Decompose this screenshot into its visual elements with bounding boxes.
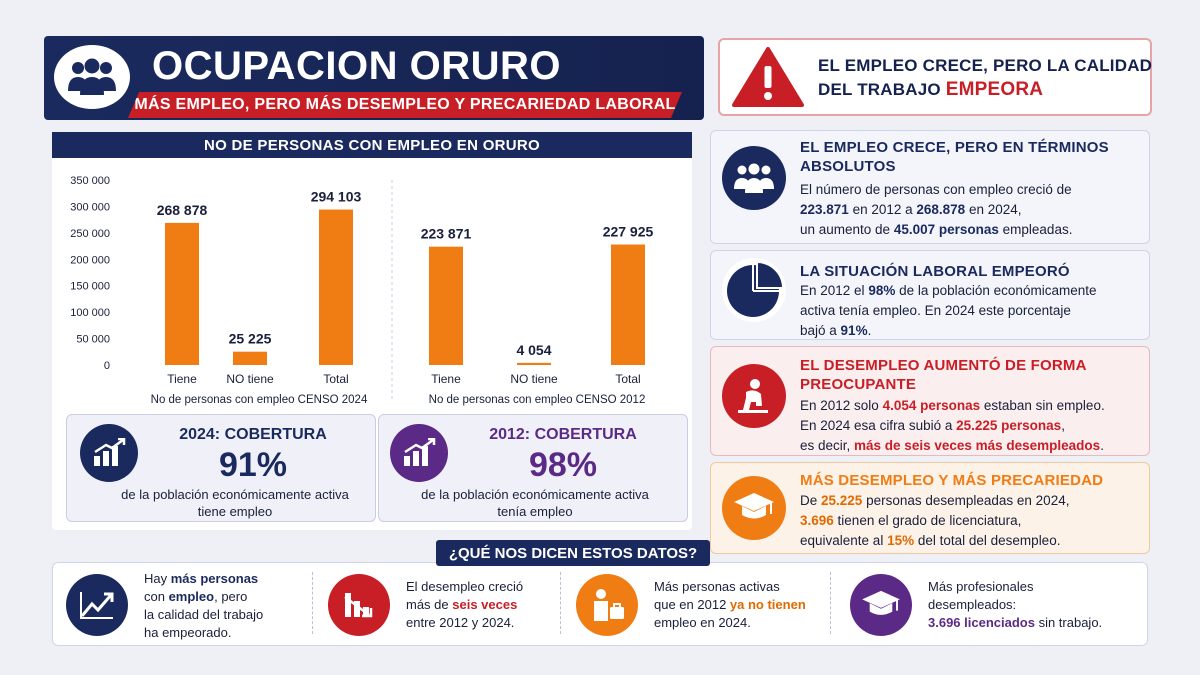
- x-axis-label: No de personas con empleo CENSO 2024: [151, 394, 368, 406]
- page-subtitle: MÁS EMPLEO, PERO MÁS DESEMPLEO Y PRECARI…: [128, 92, 682, 118]
- y-tick-label: 300 000: [70, 201, 110, 213]
- x-axis-label: No de personas con empleo CENSO 2012: [429, 394, 646, 406]
- info-precarity-body: De 25.225 personas desempleadas en 2024,…: [800, 493, 1070, 548]
- x-tick-label: NO tiene: [510, 372, 558, 386]
- x-tick-label: NO tiene: [226, 372, 274, 386]
- info-employment-title: EL EMPLEO CRECE, PERO EN TÉRMINOS ABSOLUT…: [800, 139, 1109, 175]
- coverage-2012-title: 2012: COBERTURA: [489, 426, 637, 443]
- summary-divider: [560, 572, 561, 634]
- data-label: 294 103: [311, 189, 362, 205]
- data-label: 25 225: [229, 331, 272, 347]
- data-label: 223 871: [421, 226, 472, 242]
- info-unemployment-body: En 2012 solo 4.054 personas estaban sin …: [800, 398, 1105, 453]
- bar: [233, 351, 267, 365]
- bar-growth-icon: [80, 424, 138, 482]
- summary-question: ¿QUÉ NOS DICEN ESTOS DATOS?: [436, 540, 710, 566]
- y-tick-label: 100 000: [70, 307, 110, 319]
- bar: [611, 244, 645, 365]
- x-tick-label: Tiene: [431, 372, 461, 386]
- person-briefcase-icon: [576, 574, 638, 636]
- page-title: OCUPACION ORURO: [152, 44, 561, 88]
- graduation-cap-icon: [850, 574, 912, 636]
- y-tick-label: 50 000: [76, 334, 110, 346]
- people-group-icon: [722, 146, 786, 210]
- coverage-2024-description: de la población económicamente activa tie…: [121, 487, 349, 519]
- declining-bars-icon: [328, 574, 390, 636]
- coverage-2024-title: 2024: COBERTURA: [179, 426, 327, 443]
- bar: [429, 246, 463, 365]
- y-tick-label: 250 000: [70, 228, 110, 240]
- info-employment-body: El número de personas con empleo creció …: [800, 182, 1073, 237]
- x-tick-label: Tiene: [167, 372, 197, 386]
- graduation-cap-icon: [722, 476, 786, 540]
- trend-line-icon: [66, 574, 128, 636]
- summary-divider: [312, 572, 313, 634]
- summary-item-2: El desempleo creció más de seis veces en…: [406, 579, 524, 630]
- summary-item-1: Hay más personas con empleo, pero la cal…: [144, 571, 264, 640]
- x-tick-label: Total: [323, 372, 348, 386]
- x-tick-label: Total: [615, 372, 640, 386]
- chart-title: NO DE PERSONAS CON EMPLEO EN ORURO: [52, 132, 692, 158]
- bar: [517, 362, 551, 365]
- data-label: 227 925: [603, 224, 654, 240]
- y-tick-label: 200 000: [70, 254, 110, 266]
- info-situation-body: En 2012 el 98% de la población económica…: [800, 283, 1097, 338]
- alert-highlight: EMPEORA: [945, 79, 1044, 100]
- sad-person-icon: [722, 364, 786, 428]
- coverage-2012-percent: 98%: [528, 446, 598, 484]
- info-situation-title: LA SITUACIÓN LABORAL EMPEORÓ: [800, 263, 1070, 280]
- data-label: 4 054: [516, 342, 551, 358]
- pie-chart-icon: [722, 258, 786, 322]
- bar: [319, 209, 353, 365]
- summary-item-4: Más profesionales desempleados: 3.696 li…: [928, 579, 1103, 630]
- summary-item-3: Más personas activas que en 2012 ya no t…: [654, 579, 806, 630]
- y-tick-label: 0: [104, 360, 110, 372]
- people-group-icon: [54, 45, 130, 109]
- bar: [165, 222, 199, 365]
- alert-text: EL EMPLEO CRECE, PERO LA CALIDAD DEL TRA…: [818, 56, 1153, 100]
- y-tick-label: 350 000: [70, 175, 110, 187]
- y-tick-label: 150 000: [70, 281, 110, 293]
- data-label: 268 878: [157, 202, 208, 218]
- summary-divider: [830, 572, 831, 634]
- employment-bar-chart: 0 50 000 100 000 150 000 200 000 250 000 300 0…: [70, 175, 654, 406]
- coverage-2024-percent: 91%: [218, 446, 288, 484]
- coverage-2012-description: de la población económicamente activa ten…: [421, 487, 649, 519]
- bar-growth-icon: [390, 424, 448, 482]
- warning-icon: [732, 46, 804, 108]
- info-unemployment-title: EL DESEMPLEO AUMENTÓ DE FORMA PREOCUPANTE: [800, 357, 1087, 393]
- info-precarity-title: MÁS DESEMPLEO Y MÁS PRECARIEDAD: [800, 472, 1104, 489]
